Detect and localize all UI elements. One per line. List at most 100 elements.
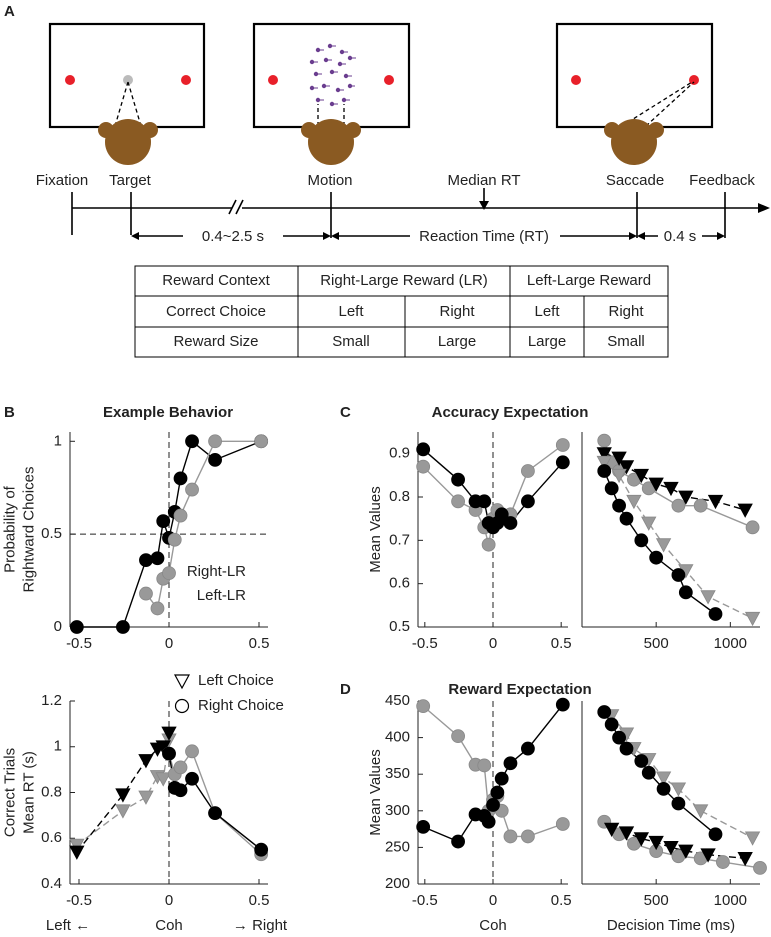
event-label: Feedback — [689, 172, 755, 189]
data-point — [503, 829, 518, 844]
data-point — [692, 804, 709, 819]
data-point — [451, 472, 465, 487]
data-point — [451, 834, 465, 849]
data-point — [700, 848, 716, 863]
data-point — [678, 844, 694, 859]
chart-title: Accuracy Expectation — [432, 404, 589, 421]
data-point — [670, 782, 687, 797]
panel-label: A — [4, 3, 15, 20]
data-point — [716, 855, 730, 869]
x-axis-label: Decision Time (ms) — [607, 917, 735, 934]
data-point — [671, 498, 686, 513]
data-point — [555, 455, 570, 470]
table-cell: Small — [607, 333, 645, 350]
data-point — [604, 717, 619, 732]
data-point — [138, 754, 154, 769]
data-point — [597, 433, 612, 448]
x-tick-label: -0.5 — [412, 892, 438, 909]
data-point — [641, 765, 656, 780]
data-point — [649, 550, 664, 565]
data-point — [693, 498, 708, 513]
data-point — [481, 537, 496, 552]
data-point — [555, 817, 570, 831]
data-point — [648, 477, 664, 492]
data-point — [477, 494, 492, 509]
data-point — [173, 471, 188, 486]
y-tick-label: 200 — [385, 875, 410, 892]
x-tick-label: 0 — [489, 892, 497, 909]
table-cell: Right-Large Reward (LR) — [320, 272, 488, 289]
data-point — [641, 516, 657, 531]
table-cell: Correct Choice — [166, 303, 266, 320]
x-tick-label: 0 — [165, 892, 173, 909]
data-point — [655, 771, 672, 786]
series-line — [603, 461, 753, 619]
data-point — [655, 538, 672, 553]
y-tick-label: 1.2 — [41, 692, 62, 709]
legend-marker — [174, 698, 190, 714]
y-axis-label: Rightward Choices — [20, 467, 37, 593]
table-cell: Left — [338, 303, 364, 320]
data-point — [116, 620, 130, 634]
data-point — [138, 790, 154, 805]
y-axis-label: Mean Values — [367, 486, 384, 572]
y-axis-label: Mean RT (s) — [20, 751, 37, 834]
data-point — [416, 699, 431, 714]
x-tick-label: 0 — [489, 635, 497, 652]
data-point — [208, 452, 222, 467]
data-point — [634, 754, 649, 768]
data-point — [155, 772, 171, 787]
data-point — [753, 860, 767, 875]
data-point — [156, 514, 171, 529]
x-tick-label: 500 — [644, 635, 669, 652]
data-point — [700, 590, 716, 605]
panel-label: B — [4, 404, 15, 421]
y-tick-label: 350 — [385, 765, 410, 782]
x-tick-label: 1000 — [714, 635, 747, 652]
x-axis-label: Left ← — [46, 917, 90, 934]
series-line — [76, 739, 170, 846]
data-point — [612, 730, 626, 745]
y-tick-label: 0.6 — [41, 829, 62, 846]
data-point — [603, 822, 620, 837]
legend-label: Right Choice — [198, 697, 284, 714]
data-point — [167, 532, 182, 547]
data-point — [678, 585, 693, 600]
y-tick-label: 300 — [385, 802, 410, 819]
data-point — [521, 829, 535, 844]
data-point — [619, 741, 634, 756]
data-point — [737, 503, 753, 518]
x-axis-label: Coh — [479, 917, 507, 934]
y-tick-label: 400 — [385, 729, 410, 746]
data-point — [633, 468, 650, 484]
y-axis-label: Probability of — [1, 485, 18, 573]
reward-table — [134, 265, 669, 358]
x-axis-label: → Right — [233, 917, 288, 934]
data-point — [633, 832, 650, 847]
x-tick-label: 1000 — [714, 892, 747, 909]
data-point — [173, 783, 188, 798]
table-cell: Left-Large Reward — [527, 272, 651, 289]
data-point — [162, 746, 176, 761]
y-tick-label: 0.8 — [389, 488, 410, 505]
data-point — [185, 744, 199, 759]
data-point — [708, 827, 723, 842]
data-point — [481, 814, 496, 829]
data-point — [626, 494, 642, 510]
data-point — [490, 785, 505, 800]
y-axis-label: Correct Trials — [1, 748, 18, 837]
x-tick-label: -0.5 — [412, 635, 438, 652]
event-label: Target — [109, 172, 152, 189]
data-point — [611, 468, 627, 484]
data-point — [139, 586, 153, 601]
y-tick-label: 0.9 — [389, 445, 410, 462]
y-tick-label: 0.8 — [41, 783, 62, 800]
data-point — [596, 447, 612, 462]
data-point — [604, 481, 619, 496]
y-tick-label: 1 — [54, 432, 62, 449]
x-tick-label: 0 — [165, 635, 173, 652]
table-cell: Large — [438, 333, 476, 350]
event-label: Motion — [307, 172, 352, 189]
data-point — [745, 520, 760, 535]
data-point — [597, 464, 612, 478]
